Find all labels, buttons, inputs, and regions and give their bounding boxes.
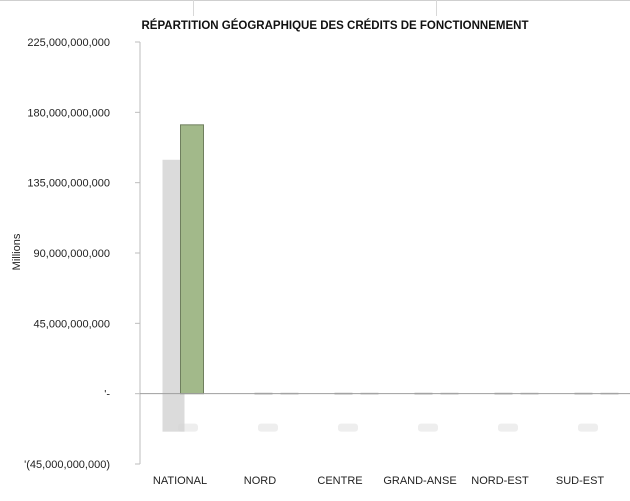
x-tick-label: NATIONAL [153, 475, 207, 487]
bars [180, 124, 619, 395]
x-tick-label: SUD-EST [556, 475, 605, 487]
bar-shadow-blob [578, 423, 598, 432]
x-tick-label: CENTRE [317, 475, 362, 487]
chart-title: RÉPARTITION GÉOGRAPHIQUE DES CRÉDITS DE … [142, 19, 529, 32]
y-axis-label: Millions [11, 233, 23, 270]
y-tick-label: 180,000,000,000 [27, 107, 110, 119]
bar-national [180, 124, 204, 395]
x-tick-label: NORD [244, 475, 276, 487]
y-tick-label: 135,000,000,000 [27, 178, 110, 190]
y-tick-label: '(45,000,000,000) [24, 459, 110, 471]
y-tick-label: 90,000,000,000 [34, 248, 110, 260]
bar-shadows [162, 159, 598, 432]
y-tick-label: 45,000,000,000 [34, 318, 110, 330]
bar-shadow-blob [418, 423, 438, 432]
x-tick-label: NORD-EST [471, 475, 529, 487]
y-axis: 225,000,000,000 180,000,000,000 135,000,00… [24, 37, 141, 471]
y-tick-label: 225,000,000,000 [27, 37, 110, 49]
bar-shadow-blob [258, 423, 278, 432]
bar-shadow-blob [338, 423, 358, 432]
bar-shadow-blob [498, 423, 518, 432]
bar-shadow [162, 159, 185, 432]
x-tick-label: GRAND-ANSE [383, 475, 456, 487]
x-axis: NATIONAL NORD CENTRE GRAND-ANSE NORD-EST SUD-… [140, 393, 630, 487]
y-tick-label: '- [104, 389, 110, 401]
